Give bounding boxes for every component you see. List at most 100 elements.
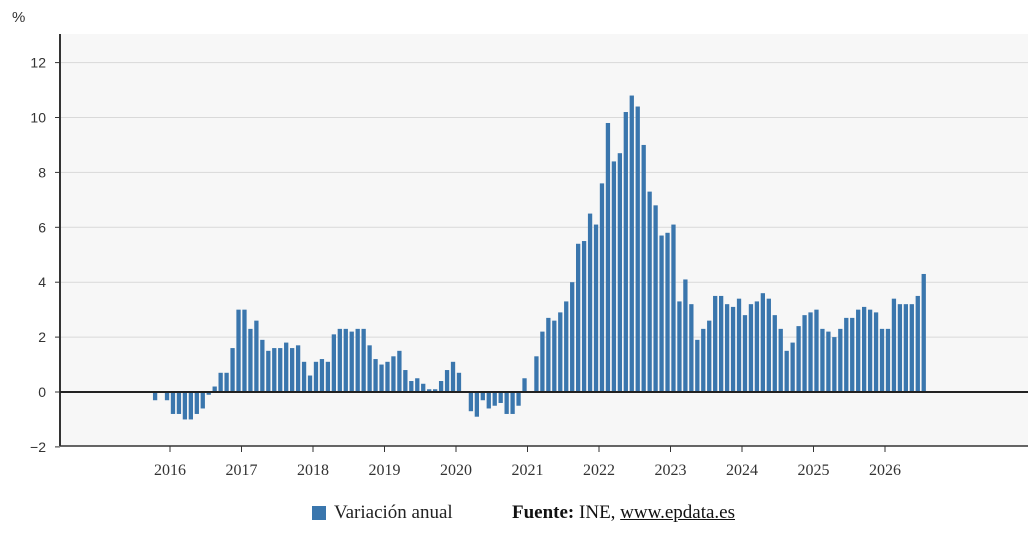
bar[interactable] bbox=[480, 392, 485, 401]
bar[interactable] bbox=[665, 232, 670, 392]
bar[interactable] bbox=[736, 298, 742, 392]
bar[interactable] bbox=[677, 301, 682, 392]
bar[interactable] bbox=[331, 334, 336, 392]
bar[interactable] bbox=[438, 381, 444, 392]
bar[interactable] bbox=[719, 295, 724, 392]
bar[interactable] bbox=[695, 339, 700, 392]
bar[interactable] bbox=[593, 224, 599, 392]
bar[interactable] bbox=[647, 191, 652, 392]
bar[interactable] bbox=[540, 331, 545, 392]
bar[interactable] bbox=[534, 356, 539, 392]
bar[interactable] bbox=[510, 392, 515, 414]
bar[interactable] bbox=[766, 298, 771, 392]
bar[interactable] bbox=[629, 95, 634, 392]
bar[interactable] bbox=[915, 295, 920, 392]
bar[interactable] bbox=[152, 392, 158, 401]
bar[interactable] bbox=[290, 348, 295, 392]
bar[interactable] bbox=[581, 241, 587, 392]
bar[interactable] bbox=[814, 309, 819, 392]
bar[interactable] bbox=[236, 309, 241, 392]
bar[interactable] bbox=[605, 122, 611, 393]
bar[interactable] bbox=[278, 348, 283, 392]
bar[interactable] bbox=[403, 370, 408, 392]
bar[interactable] bbox=[486, 392, 491, 409]
bar[interactable] bbox=[623, 112, 628, 392]
bar[interactable] bbox=[826, 331, 831, 392]
bar[interactable] bbox=[427, 389, 432, 392]
bar[interactable] bbox=[659, 235, 664, 392]
bar[interactable] bbox=[319, 359, 325, 392]
bar[interactable] bbox=[218, 372, 223, 392]
bar[interactable] bbox=[242, 309, 247, 392]
bar[interactable] bbox=[713, 295, 718, 392]
bar[interactable] bbox=[182, 392, 188, 420]
bar[interactable] bbox=[879, 328, 885, 392]
bar[interactable] bbox=[516, 392, 521, 406]
legend[interactable]: Variación anual bbox=[312, 502, 453, 524]
bar[interactable] bbox=[325, 361, 331, 392]
bar[interactable] bbox=[617, 153, 622, 392]
bar[interactable] bbox=[599, 183, 605, 392]
bar[interactable] bbox=[587, 213, 593, 392]
bar[interactable] bbox=[468, 392, 474, 412]
bar[interactable] bbox=[415, 378, 420, 392]
bar[interactable] bbox=[552, 320, 557, 392]
bar[interactable] bbox=[611, 161, 617, 392]
bar[interactable] bbox=[391, 356, 396, 392]
bar[interactable] bbox=[891, 298, 897, 392]
bar[interactable] bbox=[194, 392, 199, 414]
bar[interactable] bbox=[671, 224, 676, 392]
bar[interactable] bbox=[730, 306, 736, 392]
bar[interactable] bbox=[367, 345, 372, 392]
bar[interactable] bbox=[260, 339, 265, 392]
bar[interactable] bbox=[295, 345, 301, 392]
bar[interactable] bbox=[724, 304, 730, 392]
bar[interactable] bbox=[558, 312, 563, 392]
bar[interactable] bbox=[653, 205, 658, 392]
bar[interactable] bbox=[248, 328, 253, 392]
bar[interactable] bbox=[492, 392, 497, 406]
bar[interactable] bbox=[796, 326, 801, 392]
bar[interactable] bbox=[421, 383, 426, 392]
bar[interactable] bbox=[742, 315, 748, 392]
bar[interactable] bbox=[772, 315, 777, 392]
bar[interactable] bbox=[808, 312, 813, 392]
bar[interactable] bbox=[897, 304, 903, 392]
bar[interactable] bbox=[873, 312, 879, 392]
bar[interactable] bbox=[850, 317, 855, 392]
bar[interactable] bbox=[266, 350, 271, 392]
bar[interactable] bbox=[307, 375, 313, 392]
bar[interactable] bbox=[903, 304, 908, 392]
bar[interactable] bbox=[838, 328, 843, 392]
bar[interactable] bbox=[778, 328, 783, 392]
bar[interactable] bbox=[504, 392, 509, 414]
bar[interactable] bbox=[856, 309, 861, 392]
bar[interactable] bbox=[683, 279, 688, 392]
bar[interactable] bbox=[635, 106, 640, 393]
bar[interactable] bbox=[546, 317, 551, 392]
bar[interactable] bbox=[361, 328, 366, 392]
bar[interactable] bbox=[355, 328, 360, 392]
bar[interactable] bbox=[433, 389, 438, 392]
bar[interactable] bbox=[313, 361, 319, 392]
bar[interactable] bbox=[272, 348, 277, 392]
bar[interactable] bbox=[474, 392, 479, 417]
bar[interactable] bbox=[790, 342, 795, 392]
bar[interactable] bbox=[570, 282, 575, 392]
bar[interactable] bbox=[707, 320, 712, 392]
bar[interactable] bbox=[373, 359, 378, 392]
bar[interactable] bbox=[301, 361, 307, 392]
bar[interactable] bbox=[784, 350, 789, 392]
bar[interactable] bbox=[760, 293, 765, 392]
bar[interactable] bbox=[456, 372, 462, 392]
bar[interactable] bbox=[385, 361, 390, 392]
bar[interactable] bbox=[176, 392, 182, 414]
bar[interactable] bbox=[689, 304, 694, 392]
bar[interactable] bbox=[349, 331, 354, 392]
bar[interactable] bbox=[832, 337, 837, 392]
bar[interactable] bbox=[498, 392, 503, 403]
bar[interactable] bbox=[522, 378, 527, 392]
bar[interactable] bbox=[701, 328, 706, 392]
bar[interactable] bbox=[224, 372, 229, 392]
bar[interactable] bbox=[206, 392, 211, 395]
